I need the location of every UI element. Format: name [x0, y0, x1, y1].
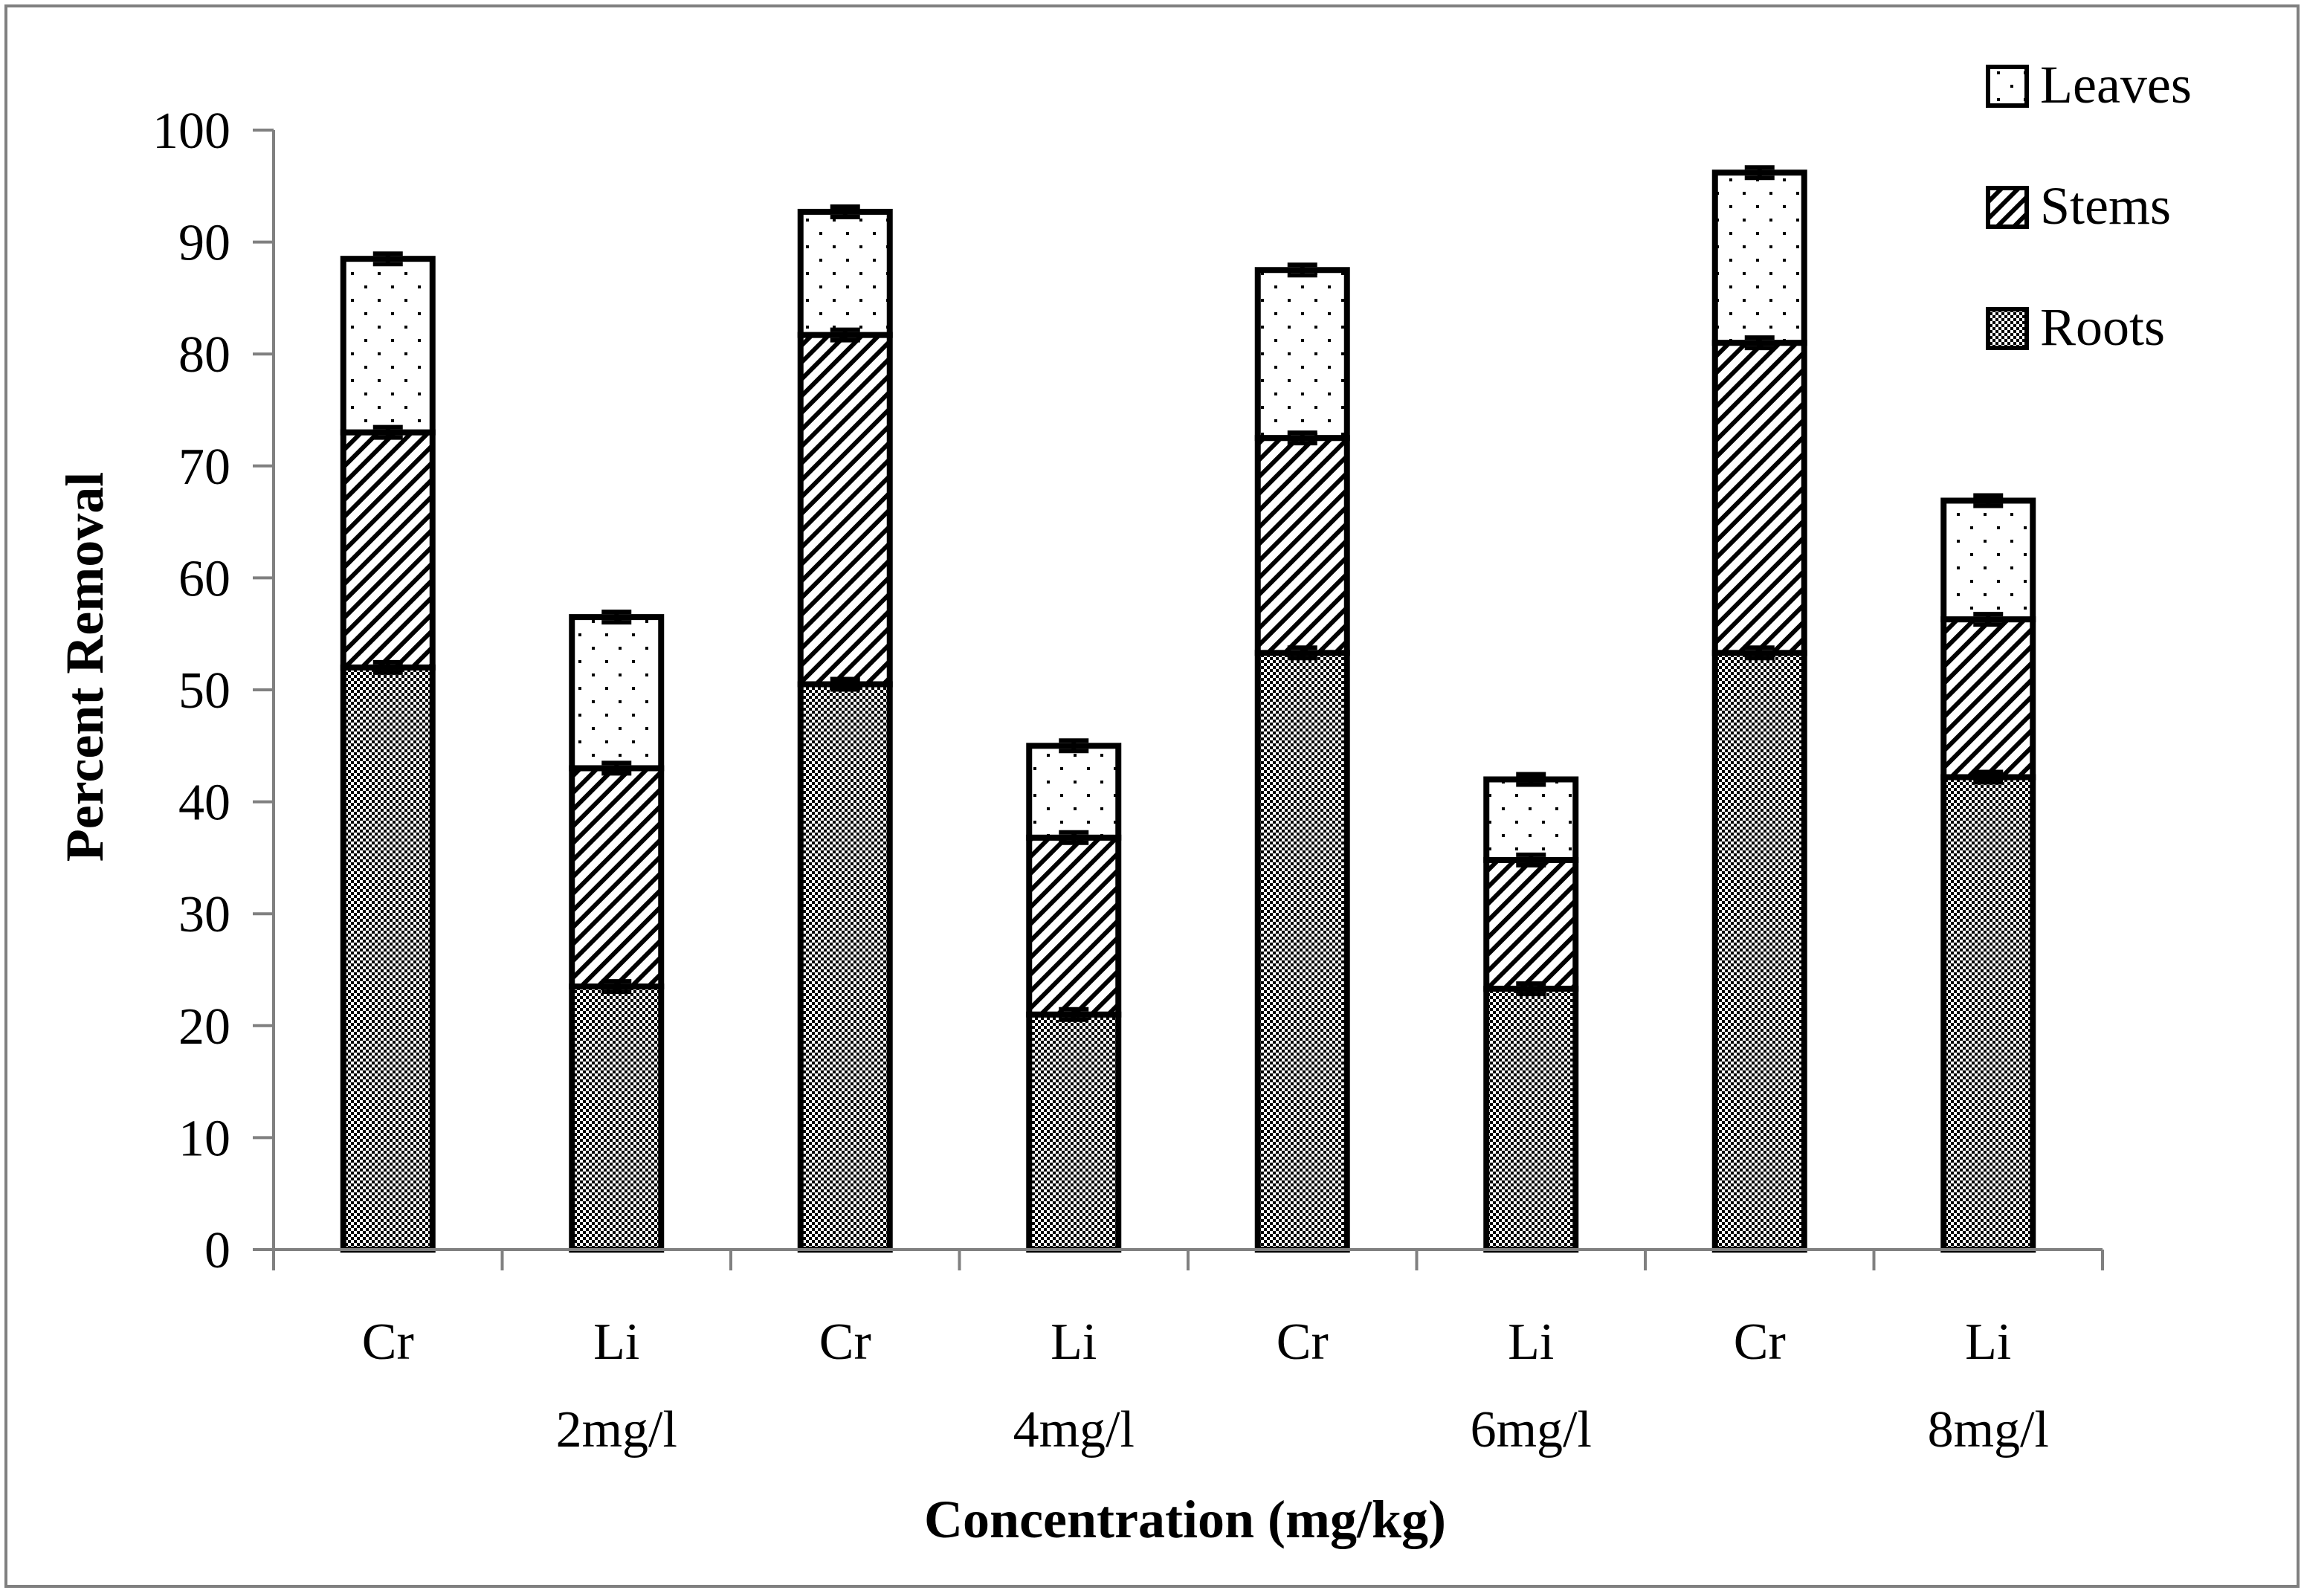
legend-label: Roots — [2040, 297, 2165, 357]
error-bar — [1516, 981, 1546, 997]
error-bar — [1287, 430, 1317, 446]
bar-segment-roots — [797, 681, 893, 1253]
bar-series — [340, 169, 2036, 1253]
y-axis-ticks: 0 10 20 30 40 50 60 70 80 90 100 — [152, 103, 274, 1279]
error-bar — [830, 676, 860, 692]
bar-segment-stems — [569, 765, 665, 990]
bar-segment-roots — [569, 983, 665, 1253]
y-tick-label: 20 — [178, 998, 230, 1056]
error-bar — [1287, 262, 1317, 278]
y-tick-label: 80 — [178, 326, 230, 384]
error-bar — [372, 251, 403, 267]
bar-segment-stems — [797, 332, 893, 688]
y-axis-title: Percent Removal — [55, 472, 114, 862]
legend-swatch — [1986, 186, 2029, 229]
error-bar — [372, 659, 403, 675]
x-group-label: 8mg/l — [1928, 1401, 2049, 1458]
legend-label: Stems — [2040, 176, 2171, 236]
error-bar — [1744, 165, 1775, 181]
legend-swatch — [1986, 65, 2029, 108]
legend-item-stems: Stems — [1986, 176, 2171, 236]
x-category-label: Cr — [1734, 1314, 1786, 1371]
error-bar — [1059, 1007, 1089, 1022]
legend-label: Leaves — [2040, 55, 2192, 114]
x-group-label: 6mg/l — [1471, 1401, 1592, 1458]
error-bar — [1744, 645, 1775, 661]
error-bar — [1516, 852, 1546, 868]
error-bar — [1744, 335, 1775, 351]
bar-segment-roots — [1940, 774, 2036, 1253]
group-labels: 2mg/l 4mg/l 6mg/l 8mg/l — [556, 1401, 2049, 1458]
x-category-label: Cr — [362, 1314, 414, 1371]
x-category-label: Cr — [819, 1314, 871, 1371]
error-bars — [372, 165, 2004, 1022]
error-bar — [601, 760, 632, 776]
bar-segment-leaves — [797, 208, 893, 338]
error-bar — [601, 979, 632, 995]
y-tick-label: 0 — [204, 1222, 230, 1279]
error-bar — [601, 610, 632, 625]
bar-segment-stems — [1026, 834, 1122, 1018]
x-group-label: 4mg/l — [1013, 1401, 1135, 1458]
bar-segment-leaves — [1483, 776, 1579, 863]
legend: Leaves Stems Roots — [1986, 55, 2192, 357]
error-bar — [372, 424, 403, 440]
x-category-label: Li — [1051, 1314, 1097, 1371]
error-bar — [830, 204, 860, 219]
error-bar — [1973, 493, 2004, 508]
y-tick-label: 90 — [178, 215, 230, 272]
bar-segment-leaves — [340, 256, 436, 436]
bar-segment-leaves — [1026, 743, 1122, 841]
y-tick-label: 10 — [178, 1110, 230, 1167]
error-bar — [1973, 612, 2004, 627]
legend-item-roots: Roots — [1986, 297, 2165, 357]
x-category-label: Li — [1965, 1314, 2011, 1371]
error-bar — [1516, 772, 1546, 787]
y-tick-label: 60 — [178, 550, 230, 607]
bar-segment-stems — [1711, 340, 1807, 656]
y-tick-label: 50 — [178, 662, 230, 720]
bar-segment-roots — [1026, 1011, 1122, 1253]
error-bar — [830, 327, 860, 343]
y-tick-label: 40 — [178, 775, 230, 832]
error-bar — [1059, 830, 1089, 845]
bar-segment-roots — [340, 664, 436, 1253]
x-category-label: Cr — [1277, 1314, 1329, 1371]
bar-segment-leaves — [1940, 497, 2036, 623]
bar-segment-roots — [1483, 986, 1579, 1253]
bar-segment-stems — [1483, 856, 1579, 992]
error-bar — [1973, 769, 2004, 785]
bar-segment-stems — [1254, 435, 1350, 656]
y-tick-label: 30 — [178, 886, 230, 943]
bar-segment-stems — [1940, 616, 2036, 781]
bar-segment-leaves — [1254, 267, 1350, 442]
bar-segment-stems — [340, 429, 436, 671]
bar-segment-roots — [1254, 650, 1350, 1253]
x-axis-ticks — [272, 1250, 2104, 1270]
y-tick-label: 100 — [152, 103, 230, 160]
bar-segment-roots — [1711, 650, 1807, 1253]
x-axis-title: Concentration (mg/kg) — [924, 1490, 1446, 1549]
x-category-label: Li — [593, 1314, 639, 1371]
x-category-label: Li — [1508, 1314, 1554, 1371]
legend-swatch — [1986, 307, 2029, 350]
x-group-label: 2mg/l — [556, 1401, 677, 1458]
y-tick-label: 70 — [178, 439, 230, 496]
category-labels: Cr Li Cr Li Cr Li Cr Li — [362, 1314, 2012, 1371]
legend-item-leaves: Leaves — [1986, 55, 2192, 114]
bar-segment-leaves — [569, 614, 665, 772]
bar-segment-leaves — [1711, 169, 1807, 346]
error-bar — [1287, 645, 1317, 661]
error-bar — [1059, 738, 1089, 754]
